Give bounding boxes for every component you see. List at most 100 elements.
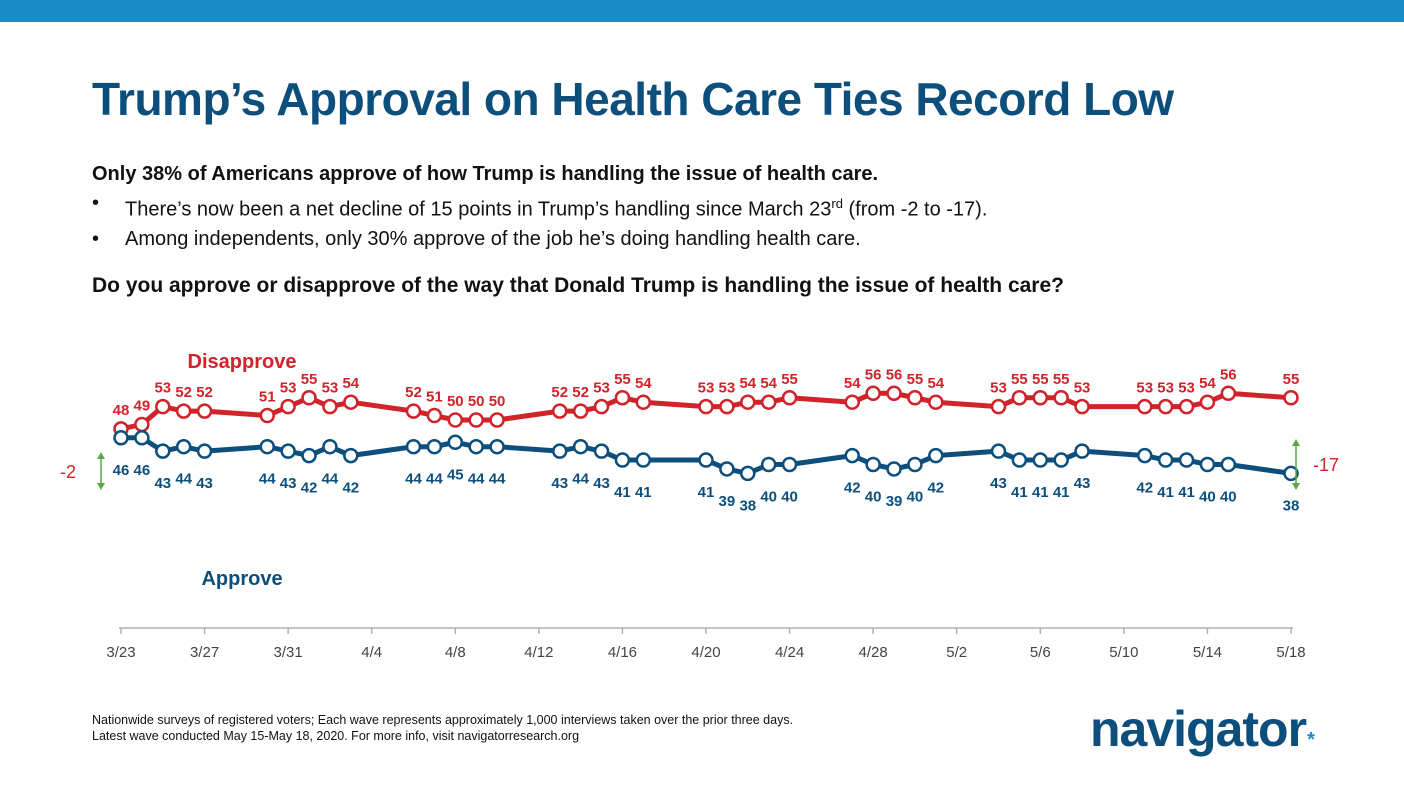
data-point — [572, 438, 589, 455]
data-point — [781, 390, 798, 406]
data-label: 54 — [739, 375, 756, 392]
data-label: 55 — [1032, 371, 1049, 388]
summary-block: Only 38% of Americans approve of how Tru… — [92, 160, 987, 254]
approval-line-chart: 3/23 3/27 3/31 4/4 4/8 4/12 4/16 4/20 4/24 4/28 5/… — [60, 351, 1339, 661]
data-label: 55 — [781, 371, 798, 388]
footnote: Nationwide surveys of registered voters;… — [92, 712, 793, 744]
data-point — [489, 412, 505, 428]
data-label: 45 — [447, 466, 464, 483]
data-point — [155, 398, 171, 415]
data-point — [1283, 465, 1299, 482]
data-label: 54 — [844, 375, 861, 392]
data-point — [1032, 390, 1049, 406]
data-label: 42 — [301, 480, 318, 497]
data-point — [844, 394, 860, 410]
x-tick-label: 4/12 — [524, 644, 553, 661]
data-label: 54 — [1199, 375, 1216, 392]
data-point — [1220, 385, 1237, 402]
data-point — [1053, 390, 1069, 406]
data-point — [698, 398, 714, 415]
data-point — [1157, 398, 1174, 415]
data-label: 53 — [322, 380, 339, 397]
data-point — [614, 390, 631, 406]
data-label: 56 — [1220, 366, 1237, 383]
data-point — [196, 403, 213, 419]
data-label: 44 — [259, 471, 276, 488]
data-point — [280, 443, 296, 459]
data-label: 48 — [113, 402, 130, 419]
data-point — [928, 394, 944, 410]
data-label: 44 — [405, 471, 422, 488]
data-label: 43 — [280, 475, 297, 492]
data-point — [740, 465, 756, 482]
survey-question: Do you approve or disapprove of the way … — [92, 274, 1064, 297]
data-label: 52 — [551, 384, 568, 401]
data-point — [343, 394, 359, 410]
data-point — [405, 438, 422, 455]
data-point — [322, 438, 338, 455]
data-point — [259, 438, 275, 455]
x-tick-label: 5/18 — [1276, 644, 1305, 661]
data-point — [1011, 390, 1028, 406]
data-label: 49 — [134, 397, 151, 414]
summary-bullets: There’s now been a net decline of 15 poi… — [92, 189, 987, 254]
net-start-label: -2 — [60, 462, 76, 482]
data-point — [781, 456, 798, 473]
data-label: 43 — [551, 475, 568, 492]
data-point — [113, 430, 129, 446]
data-point — [196, 443, 213, 459]
data-point — [760, 394, 777, 410]
net-end-arrow-head-down — [1292, 483, 1300, 490]
data-point — [175, 403, 192, 419]
data-label: 38 — [1283, 497, 1300, 514]
data-label: 53 — [280, 380, 297, 397]
data-label: 52 — [196, 384, 213, 401]
data-label: 55 — [301, 371, 318, 388]
data-point — [865, 385, 881, 402]
data-label: 40 — [907, 489, 924, 506]
data-point — [343, 447, 359, 464]
bullet-superscript: rd — [831, 196, 843, 211]
data-label: 53 — [593, 380, 610, 397]
data-point — [1137, 447, 1153, 464]
logo-star-icon: * — [1307, 729, 1315, 751]
data-point — [928, 447, 944, 464]
data-point — [301, 390, 317, 406]
data-label: 55 — [1053, 371, 1070, 388]
navigator-logo: navigator* — [1090, 700, 1315, 758]
data-label: 41 — [1053, 484, 1070, 501]
data-label: 44 — [175, 471, 192, 488]
data-label: 44 — [489, 471, 506, 488]
data-label: 55 — [1283, 371, 1300, 388]
data-label: 54 — [927, 375, 944, 392]
data-label: 46 — [134, 462, 151, 479]
data-point — [405, 403, 422, 419]
data-point — [322, 398, 338, 415]
data-label: 41 — [1011, 484, 1028, 501]
data-point — [1032, 452, 1049, 468]
data-label: 52 — [175, 384, 192, 401]
data-point — [552, 403, 568, 419]
data-label: 43 — [196, 475, 213, 492]
bullet-text: Among independents, only 30% approve of … — [125, 227, 861, 250]
x-tick-label: 4/4 — [361, 644, 382, 661]
data-point — [1074, 398, 1090, 415]
data-label: 42 — [927, 480, 944, 497]
x-tick-label: 5/10 — [1109, 644, 1138, 661]
x-tick-label: 4/20 — [691, 644, 720, 661]
data-label: 43 — [990, 475, 1007, 492]
data-label: 54 — [760, 375, 777, 392]
data-point — [468, 438, 484, 455]
data-label: 44 — [572, 471, 589, 488]
data-label: 40 — [1199, 489, 1216, 506]
data-point — [134, 416, 150, 433]
data-point — [593, 398, 610, 415]
data-point — [844, 447, 860, 464]
summary-lead: Only 38% of Americans approve of how Tru… — [92, 163, 879, 185]
data-point — [886, 461, 902, 477]
bullet-item: Among independents, only 30% approve of … — [92, 225, 987, 254]
data-point — [990, 398, 1007, 415]
data-label: 41 — [635, 484, 652, 501]
x-tick-label: 3/23 — [106, 644, 135, 661]
data-label: 56 — [865, 366, 882, 383]
